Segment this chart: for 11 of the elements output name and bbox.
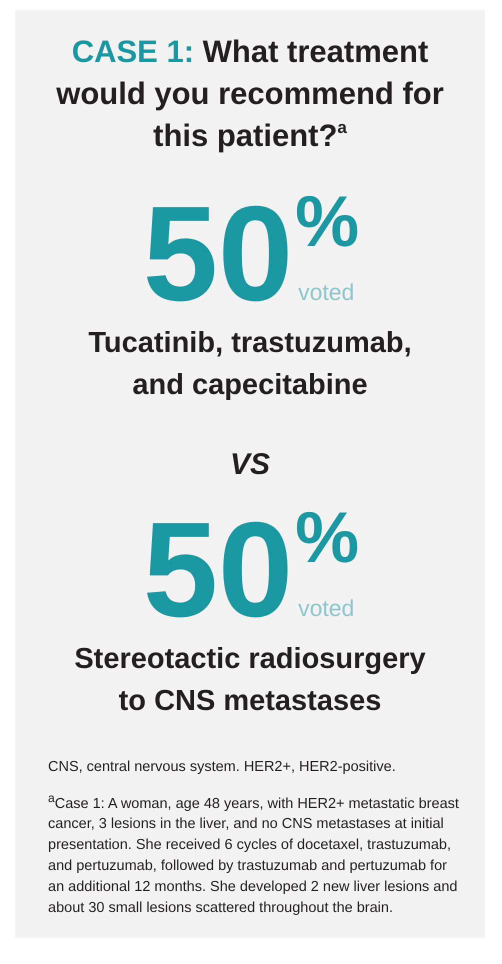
text: voted <box>298 595 354 621</box>
text: CNS, central nervous system. HER2+, HER2-positive. <box>48 758 397 776</box>
text: % <box>295 182 360 262</box>
category-label: Tucatinib, trastuzumab, and capecitabine <box>88 327 412 401</box>
data-label: 50 <box>142 494 294 645</box>
category-label: Stereotactic radiosurgery to CNS metastases <box>74 643 426 717</box>
data-label: 50 <box>142 178 294 329</box>
text: voted <box>298 279 354 305</box>
text: % <box>295 498 360 578</box>
text: VS <box>230 448 270 481</box>
text: $^{a}$Case 1: A woman, age 48 years, with HER2+ metastatic breast cancer, 3 lesions in the liver, and no CNS metastases at initial presentation. She received 6 cycles of docetaxel, trastuzumab, and pertuzumab, followed by trastuzumab and pertuzumab for an additional 12 months. She developed 2 new liver lesions and about 30 small lesions scattered throughout the brain. <box>48 790 460 918</box>
